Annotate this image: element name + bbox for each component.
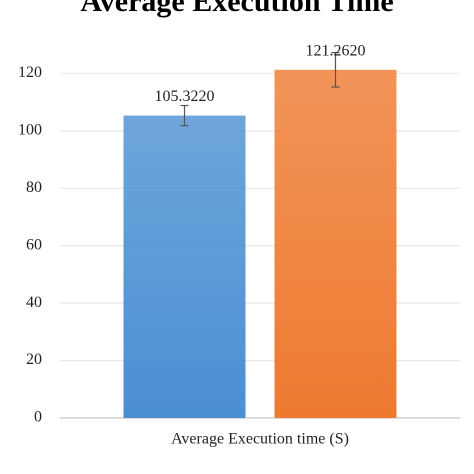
y-tick-label: 40 <box>26 294 42 311</box>
error-bar <box>180 104 189 127</box>
y-tick-label: 120 <box>18 64 42 81</box>
chart-title: Average Execution Time <box>80 0 393 18</box>
y-tick-label: 80 <box>26 179 42 196</box>
y-tick-label: 100 <box>18 122 42 139</box>
error-bar <box>331 51 340 88</box>
bar <box>123 115 246 418</box>
data-label: 121.2620 <box>306 42 366 59</box>
y-tick-label: 60 <box>26 236 42 253</box>
x-tick-label: Average Execution time (S) <box>171 431 349 448</box>
y-tick-label: 20 <box>26 351 42 368</box>
y-tick-label: 0 <box>34 409 42 426</box>
data-label: 105.3220 <box>155 88 215 105</box>
bar <box>274 69 397 419</box>
